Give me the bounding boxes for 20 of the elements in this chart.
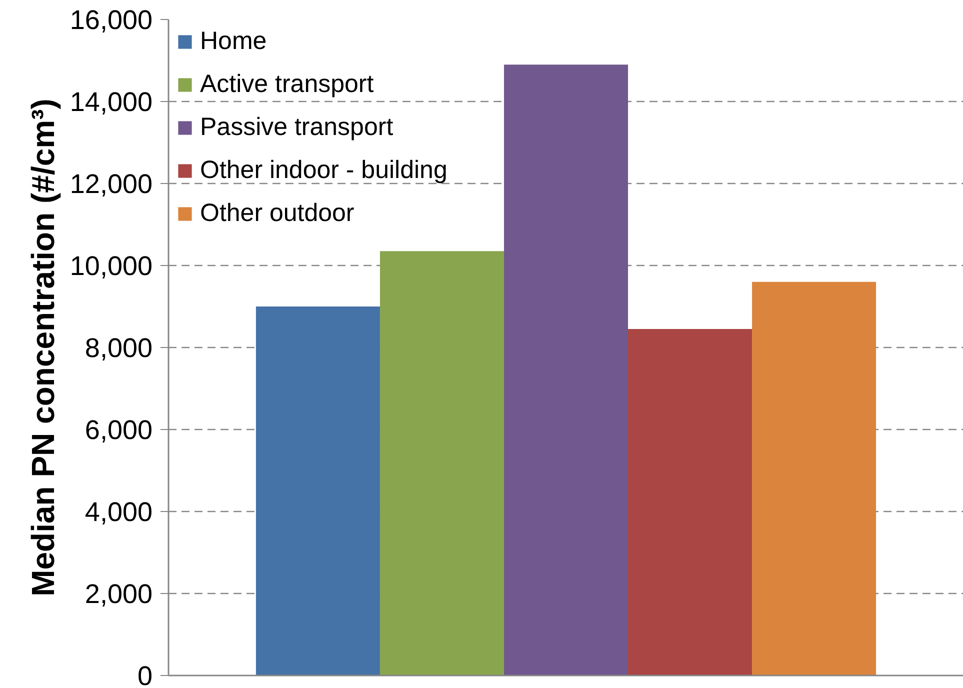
- y-tick-label: 16,000: [70, 5, 153, 35]
- y-tick-label: 0: [137, 661, 153, 688]
- bar: [752, 282, 876, 676]
- y-tick-label: 8,000: [84, 333, 153, 363]
- legend-label: Other outdoor: [200, 199, 354, 228]
- legend-label: Passive transport: [200, 113, 394, 142]
- legend-label: Active transport: [200, 70, 374, 99]
- y-tick-label: 4,000: [84, 497, 153, 527]
- y-tick-label: 10,000: [70, 251, 153, 281]
- legend-label: Home: [200, 27, 267, 56]
- bar: [256, 306, 380, 676]
- y-tick-label: 2,000: [84, 579, 153, 609]
- legend-label: Other indoor - building: [200, 156, 448, 185]
- y-tick-label: 14,000: [70, 87, 153, 117]
- bar: [628, 329, 752, 676]
- bar: [504, 64, 628, 676]
- y-tick-label: 6,000: [84, 415, 153, 445]
- y-tick-label: 12,000: [70, 169, 153, 199]
- y-axis-title: Median PN concentration (#/cm³): [24, 98, 61, 596]
- bar: [380, 251, 504, 676]
